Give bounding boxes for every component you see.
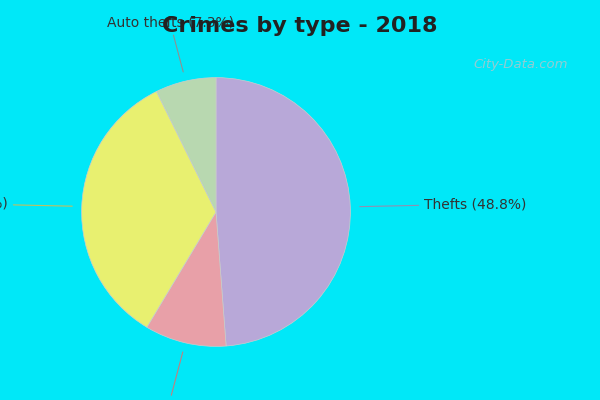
Text: Auto thefts (7.3%): Auto thefts (7.3%) bbox=[107, 16, 233, 72]
Wedge shape bbox=[147, 212, 226, 346]
Wedge shape bbox=[157, 78, 216, 212]
Wedge shape bbox=[216, 78, 350, 346]
Text: Burglaries (9.8%): Burglaries (9.8%) bbox=[107, 352, 229, 400]
Text: Thefts (48.8%): Thefts (48.8%) bbox=[360, 197, 527, 211]
Text: Crimes by type - 2018: Crimes by type - 2018 bbox=[162, 16, 438, 36]
Text: Assaults (34.1%): Assaults (34.1%) bbox=[0, 196, 72, 210]
Wedge shape bbox=[82, 92, 216, 327]
Text: City-Data.com: City-Data.com bbox=[474, 58, 568, 70]
